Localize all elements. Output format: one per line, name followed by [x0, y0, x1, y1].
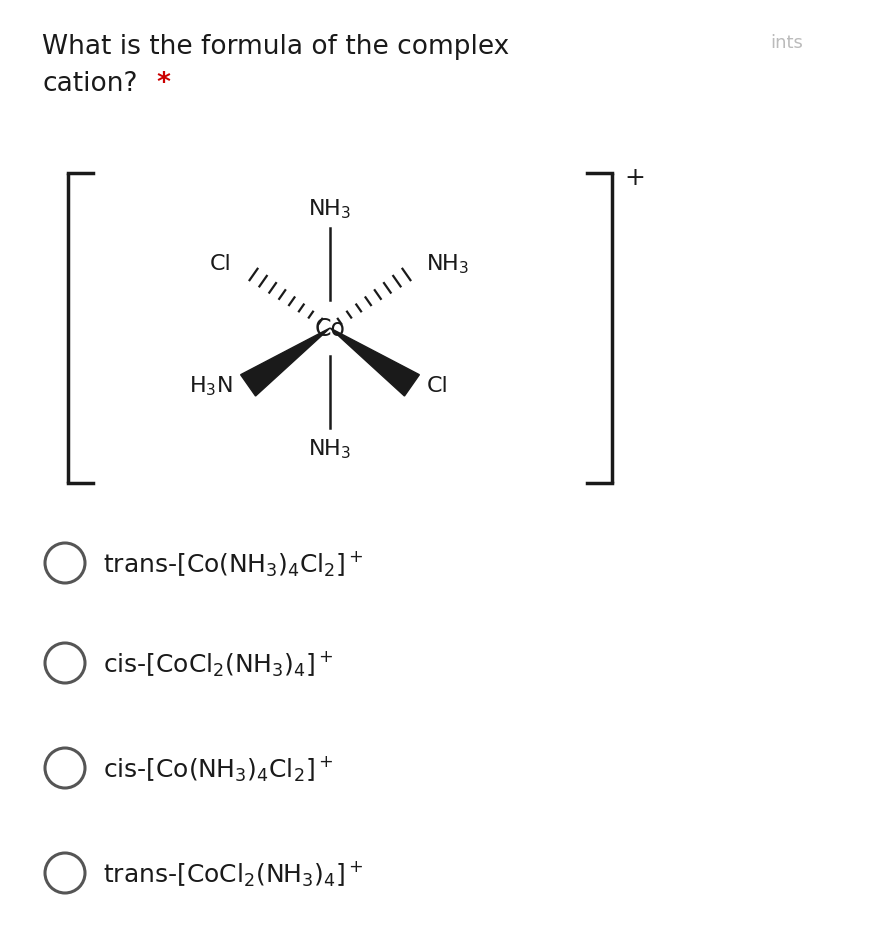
- Text: Cl: Cl: [210, 253, 232, 274]
- Text: NH$_3$: NH$_3$: [426, 251, 469, 276]
- Text: What is the formula of the complex: What is the formula of the complex: [42, 34, 509, 60]
- Text: cis-[Co(NH$_3$)$_4$Cl$_2$]$^+$: cis-[Co(NH$_3$)$_4$Cl$_2$]$^+$: [103, 754, 334, 782]
- Text: Co: Co: [315, 316, 346, 341]
- Text: *: *: [148, 71, 171, 97]
- Text: trans-[Co(NH$_3$)$_4$Cl$_2$]$^+$: trans-[Co(NH$_3$)$_4$Cl$_2$]$^+$: [103, 548, 364, 578]
- Text: NH$_3$: NH$_3$: [308, 436, 352, 460]
- Text: cation?: cation?: [42, 71, 137, 97]
- Text: +: +: [624, 166, 645, 190]
- Text: cis-[CoCl$_2$(NH$_3$)$_4$]$^+$: cis-[CoCl$_2$(NH$_3$)$_4$]$^+$: [103, 649, 334, 677]
- Text: Cl: Cl: [427, 376, 448, 396]
- Polygon shape: [241, 329, 330, 396]
- Polygon shape: [330, 329, 420, 396]
- Text: ints: ints: [770, 34, 803, 52]
- Text: H$_3$N: H$_3$N: [189, 374, 233, 398]
- Text: trans-[CoCl$_2$(NH$_3$)$_4$]$^+$: trans-[CoCl$_2$(NH$_3$)$_4$]$^+$: [103, 858, 364, 888]
- Text: NH$_3$: NH$_3$: [308, 197, 352, 221]
